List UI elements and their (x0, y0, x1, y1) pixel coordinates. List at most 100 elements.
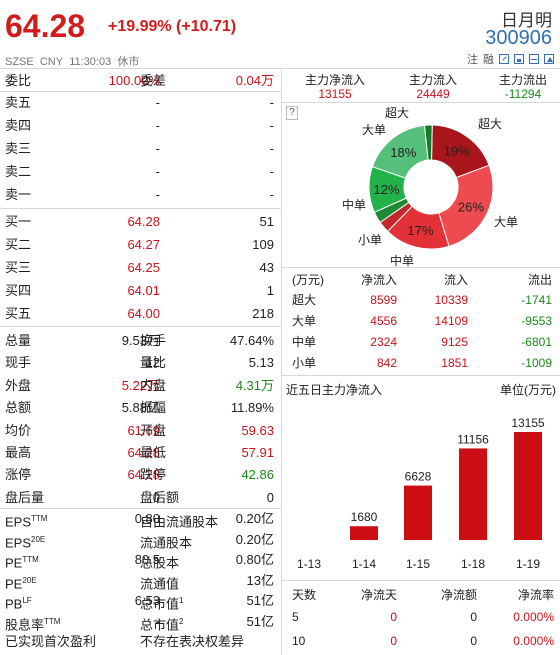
bar (459, 448, 487, 540)
fund-label: 总股本 (140, 549, 179, 573)
summary-header-cell: 净流天 (360, 588, 397, 602)
fund-value: 51亿 (246, 593, 274, 608)
flow-table-row: 大单 4556 14109 -9553 (282, 311, 560, 331)
help-icon[interactable]: ? (286, 106, 298, 120)
currency: CNY (39, 56, 64, 68)
fund-row: PETTM 80.5 总股本 0.80亿 (0, 549, 280, 570)
summary-header-cell: 天数 (292, 588, 317, 602)
fund-label: EPS20E (5, 529, 45, 553)
fund-label-text: 总市值 (140, 616, 180, 632)
stat-label: 最高 (5, 445, 32, 460)
ask-volume: - (269, 95, 274, 110)
ask-label: 卖一 (5, 187, 32, 202)
note-button[interactable]: 注 (467, 54, 478, 66)
ask-row[interactable]: 卖三 - - (0, 137, 280, 160)
stat-row: 涨停 64.28 跌停 42.86 (0, 463, 280, 486)
collapse-icon[interactable] (544, 54, 554, 64)
chart-title: 近五日主力净流入 (286, 383, 382, 397)
fund-value: 6.53 (134, 593, 160, 608)
stat-value: 11.89% (230, 400, 274, 416)
main-net-value: 13155 (318, 87, 352, 101)
summary-row-cell: 0.000% (513, 610, 554, 624)
fund-label-text: 总股本 (140, 555, 180, 571)
summary-row: 5 0 0 0.000% (282, 605, 560, 629)
stat-row: 均价 61.69 开盘 59.63 (0, 419, 280, 442)
flow-table-row-cell: -9553 (521, 314, 552, 328)
fund-label-sup: 1 (179, 596, 184, 605)
last-price: 64.28 (5, 8, 86, 44)
fund-value: - (155, 572, 160, 588)
main-out-label: 主力流出 (498, 73, 547, 87)
edit-icon[interactable] (499, 54, 509, 64)
flow-table-row: 小单 842 1851 -1009 (282, 353, 560, 373)
fund-value: 0.80亿 (235, 552, 274, 567)
stat-value: 47.64% (229, 333, 274, 348)
fund-value: 13亿 (246, 572, 274, 588)
summary-row-cell: 0.000% (513, 634, 554, 648)
fund-label-text: 流通股本 (140, 534, 193, 550)
ask-price: - (155, 118, 160, 133)
stat-label: 换手 (140, 333, 167, 348)
flow-table-header-cell: 净流入 (360, 273, 397, 287)
bid-row[interactable]: 买一 64.28 51 (0, 210, 280, 233)
flow-table-row-cell: 大单 (292, 314, 317, 328)
bid-label: 买四 (5, 283, 32, 298)
stat-label: 总额 (5, 400, 32, 416)
stat-label: 振幅 (140, 400, 167, 416)
stat-value: 0 (266, 489, 274, 505)
main-net-label: 主力净流入 (304, 73, 365, 87)
lock-icon[interactable] (514, 54, 524, 64)
fund-label-text: EPS (5, 534, 32, 550)
fund-label: 流通值 (140, 570, 179, 594)
ask-volume: - (269, 164, 274, 179)
stat-label: 量比 (140, 355, 167, 371)
main-out-value: -11294 (504, 87, 542, 101)
bid-row[interactable]: 买五 64.00 218 (0, 302, 280, 325)
ask-label: 卖五 (5, 95, 32, 110)
bid-row[interactable]: 买四 64.01 1 (0, 279, 280, 302)
ask-row[interactable]: 卖四 - - (0, 114, 280, 137)
stat-label: 内盘 (140, 377, 167, 393)
x-tick-label: 1-19 (516, 557, 540, 571)
fund-label: PETTM (5, 549, 39, 573)
quote-time: 11:30:03 (69, 56, 112, 68)
ask-row[interactable]: 卖二 - - (0, 160, 280, 183)
fund-label-text: PE (5, 555, 23, 571)
bid-row[interactable]: 买三 64.25 43 (0, 256, 280, 279)
pie-category-label: 小单 (358, 233, 382, 247)
ask-row[interactable]: 卖一 - - (0, 183, 280, 206)
bar (350, 526, 378, 540)
committee-diff-value: 0.04万 (235, 73, 274, 88)
fund-label: 自由流通股本 (140, 508, 218, 532)
bar-data-label: 6628 (405, 470, 432, 484)
flow-table-header-cell: 流出 (527, 273, 552, 287)
fund-label: EPSTTM (5, 508, 47, 532)
ask-price: - (155, 95, 160, 110)
bid-volume: 109 (252, 237, 274, 252)
stat-value: 59.63 (241, 422, 274, 438)
pie-category-label: 超大 (385, 105, 409, 120)
bid-volume: 218 (252, 306, 274, 321)
exchange: SZSE (5, 56, 34, 68)
stat-label: 涨停 (5, 467, 32, 483)
ask-row[interactable]: 卖五 - - (0, 91, 280, 114)
flow-table-row-cell: 9125 (441, 335, 468, 349)
pie-category-label: 中单 (390, 253, 414, 267)
stat-label: 最低 (140, 445, 167, 460)
ask-price: - (155, 187, 160, 202)
fund-label-sup: 2 (179, 616, 184, 626)
bid-row[interactable]: 买二 64.27 109 (0, 233, 280, 256)
bid-label: 买三 (5, 260, 32, 275)
quote-header: 64.28 +19.99% (+10.71) SZSE CNY 11:30:03… (0, 0, 560, 68)
grid-icon[interactable] (529, 54, 539, 64)
fund-label-sup: 20E (31, 534, 46, 544)
fund-label-sup: TTM (44, 616, 61, 626)
fund-label: PE20E (5, 570, 37, 594)
flow-table-row-cell: -1009 (521, 356, 552, 370)
stock-code[interactable]: 300906 (485, 27, 552, 49)
stat-label: 总量 (5, 333, 32, 348)
margin-button[interactable]: 融 (483, 54, 494, 66)
stat-value: 64.28 (127, 467, 160, 483)
stat-value: 61.69 (127, 422, 160, 438)
